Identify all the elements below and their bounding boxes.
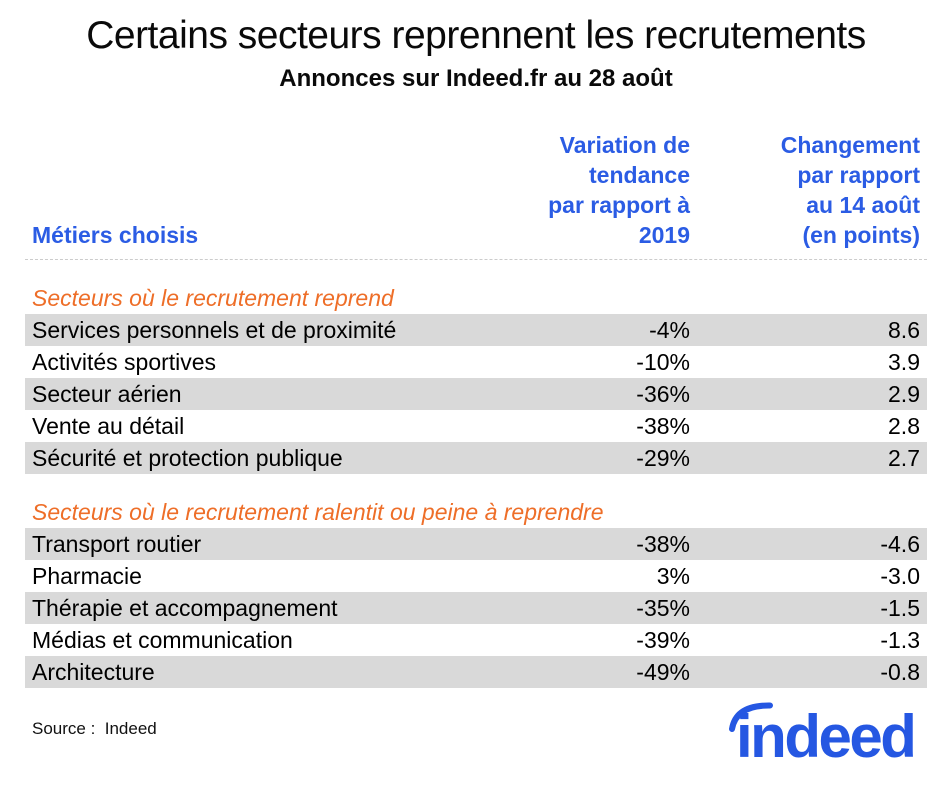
cell-variation: -39% xyxy=(636,627,690,653)
section-title: Secteurs où le recrutement reprend xyxy=(32,285,394,311)
cell-label: Médias et communication xyxy=(32,627,293,653)
section-title: Secteurs où le recrutement ralentit ou p… xyxy=(32,499,604,525)
section-recrutement-ralentit: Secteurs où le recrutement ralentit ou p… xyxy=(25,499,927,688)
cell-changement: -1.3 xyxy=(880,627,920,653)
cell-label: Thérapie et accompagnement xyxy=(32,595,338,621)
table-row: Activités sportives -10% 3.9 xyxy=(25,346,927,378)
table-row: Pharmacie 3% -3.0 xyxy=(25,560,927,592)
source-note: Source : Indeed xyxy=(32,719,157,738)
page-subtitle: Annonces sur Indeed.fr au 28 août xyxy=(279,65,673,92)
cell-changement: -4.6 xyxy=(880,531,920,557)
cell-changement: 2.9 xyxy=(888,381,920,407)
cell-variation: 3% xyxy=(656,563,690,589)
cell-changement: 3.9 xyxy=(888,349,920,375)
page-title: Certains secteurs reprennent les recrute… xyxy=(86,14,866,57)
cell-label: Architecture xyxy=(32,659,155,685)
cell-variation: -10% xyxy=(636,349,690,375)
logo-wordmark: indeed xyxy=(736,703,914,764)
cell-label: Secteur aérien xyxy=(32,381,182,407)
cell-label: Activités sportives xyxy=(32,349,217,375)
cell-variation: -49% xyxy=(636,659,690,685)
table-row: Sécurité et protection publique -29% 2.7 xyxy=(25,442,927,474)
table-row: Secteur aérien -36% 2.9 xyxy=(25,378,927,410)
table-row: Thérapie et accompagnement -35% -1.5 xyxy=(25,592,927,624)
cell-changement: -3.0 xyxy=(880,563,920,589)
cell-label: Pharmacie xyxy=(32,563,142,589)
data-table: Métiers choisis Variation de tendance pa… xyxy=(25,130,927,688)
table-row: Vente au détail -38% 2.8 xyxy=(25,410,927,442)
cell-changement: 2.7 xyxy=(888,445,920,471)
cell-variation: -35% xyxy=(636,595,690,621)
cell-label: Sécurité et protection publique xyxy=(32,445,343,471)
table-row: Architecture -49% -0.8 xyxy=(25,656,927,688)
cell-changement: 2.8 xyxy=(888,413,920,439)
table-row: Transport routier -38% -4.6 xyxy=(25,528,927,560)
cell-changement: -0.8 xyxy=(880,659,920,685)
indeed-logo: indeed xyxy=(729,702,917,764)
cell-variation: -4% xyxy=(649,317,690,343)
infographic-page: Certains secteurs reprennent les recrute… xyxy=(0,13,952,789)
section-recrutement-reprend: Secteurs où le recrutement reprend Servi… xyxy=(25,285,927,474)
cell-label: Vente au détail xyxy=(32,413,185,439)
cell-changement: -1.5 xyxy=(880,595,920,621)
column-header-metiers: Métiers choisis xyxy=(32,222,199,248)
cell-variation: -38% xyxy=(636,531,690,557)
cell-changement: 8.6 xyxy=(888,317,920,343)
cell-variation: -36% xyxy=(636,381,690,407)
cell-variation: -29% xyxy=(636,445,690,471)
table-row: Médias et communication -39% -1.3 xyxy=(25,624,927,656)
column-header-changement: Changement par rapport au 14 août (en po… xyxy=(780,132,920,248)
column-header-variation: Variation de tendance par rapport à 2019 xyxy=(548,132,690,248)
footer: Source : Indeed indeed xyxy=(25,694,927,764)
table-header-row: Métiers choisis Variation de tendance pa… xyxy=(25,130,927,260)
cell-variation: -38% xyxy=(636,413,690,439)
logo-arc-icon xyxy=(729,702,773,732)
cell-label: Services personnels et de proximité xyxy=(32,317,397,343)
cell-label: Transport routier xyxy=(32,531,202,557)
table-row: Services personnels et de proximité -4% … xyxy=(25,314,927,346)
